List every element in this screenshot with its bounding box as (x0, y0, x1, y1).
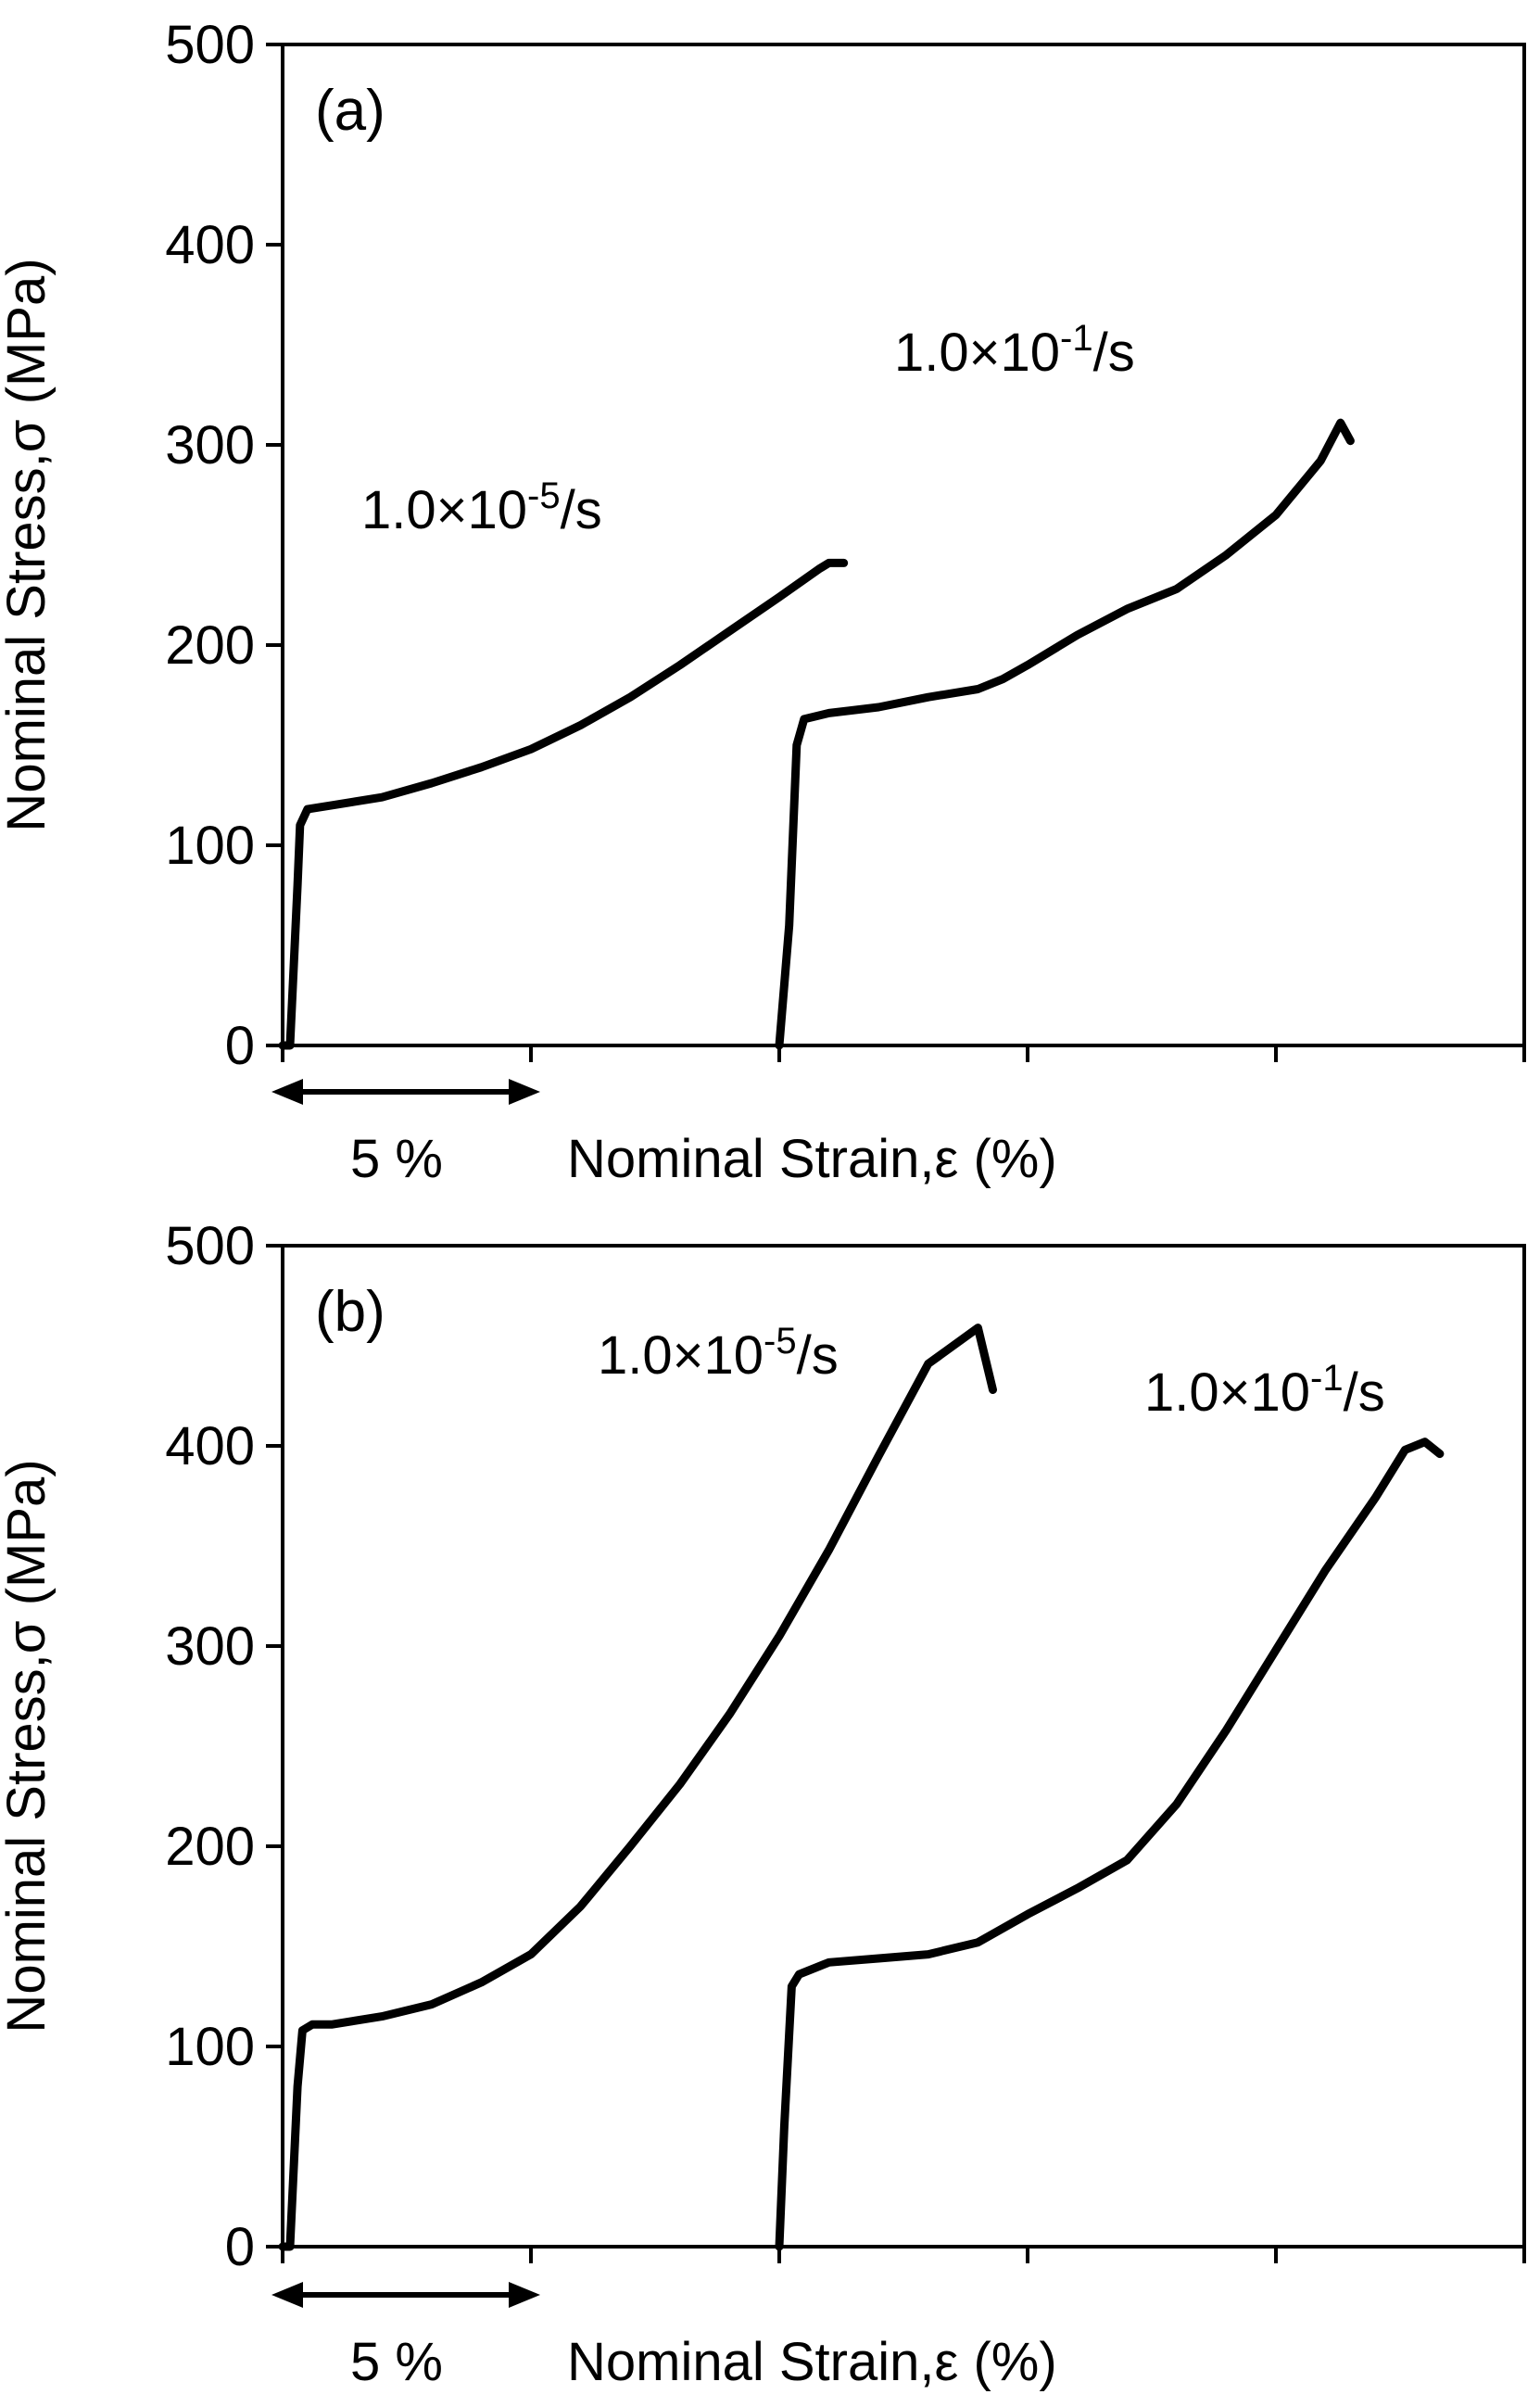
panel-a: 0 100 200 300 400 500 Nominal Stress,σ (MPa) No… (0, 15, 1526, 1189)
series-line (775, 418, 1355, 1050)
series-label-unit: /s (797, 1325, 839, 1386)
scale-bar-arrowhead-right (509, 1079, 540, 1105)
series-label-exponent: -5 (527, 475, 561, 516)
x-axis-title: Nominal Strain,ε (%) (567, 2332, 1057, 2392)
y-tick-label: 300 (165, 1616, 255, 1677)
panel-label: (a) (315, 79, 385, 143)
panel-b: 0 100 200 300 400 500 Nominal Stress,σ (MPa) No… (0, 1216, 1526, 2392)
y-tick-label: 0 (225, 1016, 255, 1076)
series-line (278, 558, 849, 1050)
series-line (278, 1324, 997, 2251)
series-label-base: 1.0×10 (361, 480, 527, 540)
series-label: 1.0×10-5/s (598, 1321, 839, 1386)
panel-label: (b) (315, 1280, 385, 1344)
series-label: 1.0×10-5/s (361, 475, 602, 540)
y-tick-label: 200 (165, 615, 255, 676)
plot-frame (281, 43, 1526, 1047)
scale-bar-arrowhead-left (271, 2282, 303, 2308)
y-tick-label: 200 (165, 1817, 255, 1877)
scale-bar-label: 5 % (350, 2332, 443, 2392)
plot-frame (281, 1244, 1526, 2249)
scale-bar-arrowhead-right (509, 2282, 540, 2308)
y-tick-label: 100 (165, 816, 255, 876)
scale-bar-label: 5 % (350, 1129, 443, 1189)
series-label-exponent: -5 (764, 1321, 797, 1362)
series-label-unit: /s (1344, 1362, 1385, 1423)
series-label-base: 1.0×10 (598, 1325, 764, 1386)
y-tick-label: 500 (165, 1216, 255, 1276)
series-label-unit: /s (561, 480, 602, 540)
x-axis-title: Nominal Strain,ε (%) (567, 1129, 1057, 1189)
series-line (775, 1438, 1445, 2251)
y-tick-label: 300 (165, 415, 255, 475)
series-label-base: 1.0×10 (894, 323, 1060, 383)
series-label-exponent: -1 (1310, 1358, 1344, 1399)
y-tick-label: 500 (165, 15, 255, 75)
series-label-base: 1.0×10 (1144, 1362, 1310, 1423)
y-tick-label: 0 (225, 2217, 255, 2277)
series-label: 1.0×10-1/s (894, 318, 1135, 383)
y-axis-title: Nominal Stress,σ (MPa) (0, 1459, 57, 2033)
y-axis-title: Nominal Stress,σ (MPa) (0, 258, 57, 831)
scale-bar-arrowhead-left (271, 1079, 303, 1105)
y-tick-label: 400 (165, 215, 255, 275)
series-label: 1.0×10-1/s (1144, 1358, 1385, 1423)
y-tick-label: 100 (165, 2017, 255, 2077)
series-label-exponent: -1 (1060, 318, 1093, 359)
y-tick-label: 400 (165, 1416, 255, 1476)
series-label-unit: /s (1093, 323, 1135, 383)
